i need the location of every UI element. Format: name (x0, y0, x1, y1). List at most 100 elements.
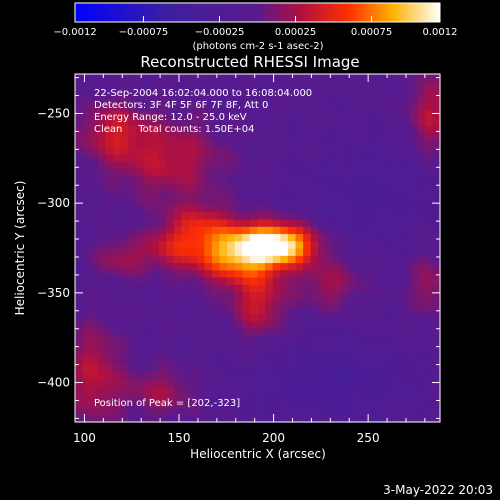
heatmap-cell (113, 277, 122, 285)
heatmap-cell (113, 306, 122, 314)
heatmap-cell (280, 219, 289, 227)
heatmap-cell (196, 197, 205, 206)
heatmap-cell (120, 81, 129, 90)
heatmap-cell (204, 153, 213, 162)
heatmap-cell (333, 74, 342, 82)
heatmap-cell (97, 349, 107, 358)
heatmap-cell (234, 81, 243, 90)
heatmap-cell (341, 161, 350, 169)
heatmap-cell (432, 110, 441, 119)
heatmap-cell (196, 124, 205, 133)
heatmap-cell (219, 226, 228, 235)
heatmap-cell (303, 393, 312, 401)
heatmap-cell (333, 139, 342, 148)
heatmap-cell (105, 219, 114, 227)
heatmap-cell (363, 248, 373, 256)
heatmap-cell (105, 153, 114, 162)
heatmap-cell (401, 313, 411, 322)
heatmap-cell (105, 204, 114, 213)
heatmap-cell (257, 197, 266, 206)
heatmap-cell (158, 211, 167, 220)
heatmap-cell (204, 385, 213, 394)
heatmap-cell (82, 364, 91, 372)
heatmap-cell (135, 313, 145, 322)
heatmap-cell (97, 110, 107, 119)
heatmap-cell (204, 124, 213, 133)
heatmap-cell (401, 298, 411, 307)
heatmap-cell (189, 414, 198, 423)
heatmap-cell (348, 88, 357, 97)
colorbar-tick-label: −0.00025 (195, 27, 245, 38)
heatmap-cell (424, 298, 433, 307)
heatmap-cell (166, 146, 175, 155)
heatmap-cell (234, 88, 243, 97)
heatmap-cell (234, 132, 243, 140)
heatmap-cell (265, 211, 274, 220)
heatmap-cell (105, 313, 114, 322)
heatmap-cell (401, 190, 411, 198)
heatmap-cell (333, 197, 342, 206)
heatmap-cell (219, 103, 228, 111)
heatmap-cell (90, 291, 99, 300)
heatmap-cell (303, 219, 312, 227)
heatmap-cell (120, 356, 129, 365)
heatmap-cell (257, 110, 266, 119)
heatmap-cell (394, 400, 403, 409)
heatmap-cell (227, 190, 236, 198)
heatmap-cell (272, 233, 281, 242)
heatmap-cell (310, 313, 319, 322)
heatmap-cell (356, 313, 365, 322)
heatmap-cell (113, 248, 122, 256)
heatmap-cell (219, 168, 228, 177)
heatmap-cell (386, 74, 395, 82)
heatmap-cell (265, 182, 274, 191)
heatmap-cell (227, 356, 236, 365)
heatmap-cell (257, 385, 266, 394)
heatmap-cell (272, 190, 281, 198)
heatmap-cell (75, 414, 84, 423)
heatmap-cell (113, 291, 122, 300)
heatmap-cell (227, 88, 236, 97)
heatmap-cell (348, 342, 357, 351)
heatmap-cell (211, 269, 221, 278)
peak-position-label: Position of Peak = [202,-323] (94, 398, 240, 409)
heatmap-cell (204, 262, 213, 271)
heatmap-cell (424, 342, 433, 351)
heatmap-cell (424, 211, 433, 220)
heatmap-cell (204, 284, 213, 293)
heatmap-cell (318, 139, 327, 148)
heatmap-cell (379, 117, 388, 126)
heatmap-cell (318, 95, 327, 104)
heatmap-cell (356, 139, 365, 148)
heatmap-cell (143, 233, 152, 242)
heatmap-cell (97, 407, 107, 416)
heatmap-cell (242, 168, 251, 177)
heatmap-cell (128, 233, 137, 242)
heatmap-cell (287, 255, 297, 264)
heatmap-cell (97, 117, 107, 126)
heatmap-cell (219, 313, 228, 322)
heatmap-cell (204, 356, 213, 365)
heatmap-cell (371, 342, 380, 351)
heatmap-cell (181, 269, 190, 278)
heatmap-cell (151, 226, 160, 235)
heatmap-cell (249, 103, 259, 111)
heatmap-cell (318, 233, 327, 242)
heatmap-cell (401, 291, 411, 300)
axis-ticks: 100 150 200 250−250−300−350−400 (37, 74, 440, 445)
heatmap-cell (363, 364, 373, 372)
heatmap-cell (257, 103, 266, 111)
heatmap-cell (189, 320, 198, 329)
heatmap-cell (143, 320, 152, 329)
heatmap-cell (371, 313, 380, 322)
heatmap-cell (158, 284, 167, 293)
heatmap-cell (82, 74, 91, 82)
heatmap-cell (143, 182, 152, 191)
heatmap-cell (151, 95, 160, 104)
heatmap-cell (143, 240, 152, 249)
heatmap-cell (401, 103, 411, 111)
heatmap-cell (310, 255, 319, 264)
heatmap-cell (257, 74, 266, 82)
heatmap-cell (325, 327, 335, 336)
heatmap-cell (113, 95, 122, 104)
